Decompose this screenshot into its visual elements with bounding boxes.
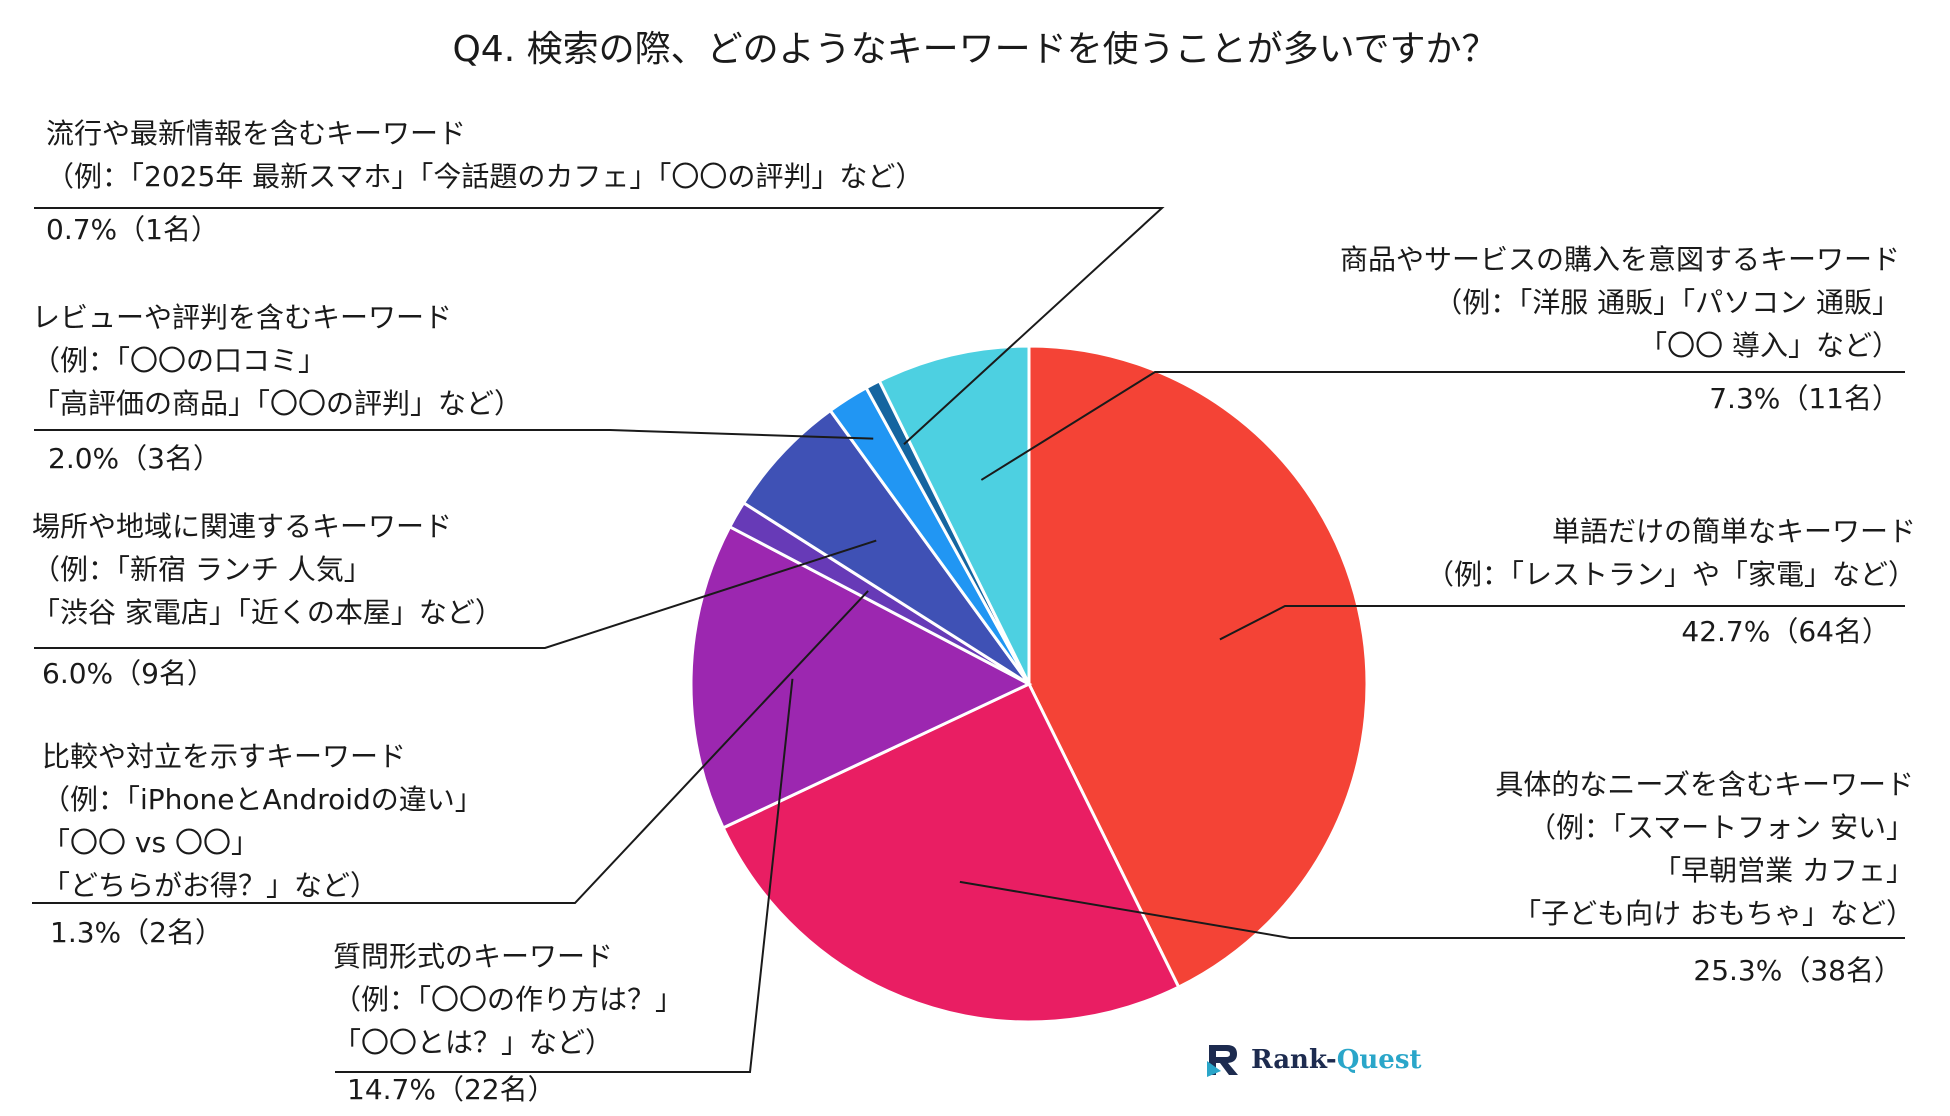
leader-line-1 — [959, 880, 1905, 939]
label-specific-needs-title: 具体的なニーズを含むキーワード — [1495, 768, 1914, 801]
label-specific-needs-example2: 「早朝営業 カフェ」 — [1653, 854, 1914, 887]
leader-line-2 — [335, 678, 794, 1073]
rank-quest-logo-text: Rank-Quest — [1251, 1045, 1422, 1075]
leader-lines — [32, 207, 1905, 1073]
leader-line-5 — [34, 429, 874, 440]
label-comparison-title: 比較や対立を示すキーワード — [42, 740, 407, 773]
label-review-value: 2.0%（3名） — [48, 442, 221, 475]
rank-quest-logo: Rank-Quest — [1205, 1040, 1421, 1080]
label-simple-keyword-title: 単語だけの簡単なキーワード — [1551, 515, 1916, 548]
label-comparison-example3: 「どちらがお得？」など） — [42, 869, 379, 902]
label-purchase-intent-title: 商品やサービスの購入を意図するキーワード — [1339, 243, 1900, 276]
label-specific-needs-value: 25.3%（38名） — [1693, 954, 1902, 987]
label-trend-value: 0.7%（1名） — [46, 213, 219, 246]
label-comparison-value: 1.3%（2名） — [50, 916, 223, 949]
pie-slice-4 — [741, 408, 1031, 686]
label-simple-keyword-value: 42.7%（64名） — [1681, 615, 1890, 648]
label-review-title: レビューや評判を含むキーワード — [32, 301, 453, 334]
label-purchase-intent-value: 7.3%（11名） — [1709, 382, 1900, 415]
leader-line-3 — [32, 590, 869, 904]
label-simple-keyword-example: （例：「レストラン」や「家電」など） — [1425, 558, 1916, 591]
label-question-form: 質問形式のキーワード （例：「〇〇の作り方は？」 「〇〇とは？」など） 14.7… — [333, 935, 683, 1111]
label-trend: 流行や最新情報を含むキーワード （例：「2025年 最新スマホ」「今話題のカフェ… — [46, 112, 923, 251]
pie-slice-7 — [877, 344, 1031, 685]
label-purchase-intent-example1: （例：「洋服 通販」「パソコン 通販」 — [1434, 286, 1900, 319]
label-location-example1: （例：「新宿 ランチ 人気」 — [32, 553, 372, 586]
label-specific-needs-example1: （例：「スマートフォン 安い」 — [1527, 811, 1914, 844]
leader-line-6 — [34, 207, 1165, 445]
leader-line-4 — [34, 539, 877, 649]
pie-slices — [689, 344, 1369, 1024]
label-location-title: 場所や地域に関連するキーワード — [32, 510, 453, 543]
label-review-example1: （例：「〇〇の口コミ」 — [32, 344, 327, 377]
pie-slice-2 — [689, 524, 1033, 830]
label-simple-keyword: 単語だけの簡単なキーワード （例：「レストラン」や「家電」など） 42.7%（6… — [1426, 510, 1916, 653]
label-question-form-title: 質問形式のキーワード — [333, 940, 614, 973]
label-location-value: 6.0%（9名） — [42, 657, 215, 690]
label-review-example2: 「高評価の商品」「〇〇の評判」など） — [32, 387, 523, 420]
label-question-form-value: 14.7%（22名） — [347, 1073, 556, 1106]
rank-quest-logo-icon — [1207, 1045, 1238, 1077]
label-comparison-example1: （例：「iPhoneとAndroidの違い」 — [42, 783, 483, 816]
leader-line-0 — [1219, 605, 1905, 641]
label-trend-title: 流行や最新情報を含むキーワード — [46, 117, 467, 150]
label-purchase-intent: 商品やサービスの購入を意図するキーワード （例：「洋服 通販」「パソコン 通販」… — [1340, 238, 1900, 420]
label-location: 場所や地域に関連するキーワード （例：「新宿 ランチ 人気」 「渋谷 家電店」「… — [32, 505, 503, 695]
label-comparison-example2: 「〇〇 vs 〇〇」 — [42, 826, 259, 859]
label-specific-needs: 具体的なニーズを含むキーワード （例：「スマートフォン 安い」 「早朝営業 カフ… — [1495, 763, 1914, 992]
label-specific-needs-example3: 「子ども向け おもちゃ」など） — [1513, 897, 1914, 930]
label-comparison: 比較や対立を示すキーワード （例：「iPhoneとAndroidの違い」 「〇〇… — [42, 735, 483, 954]
label-question-form-example1: （例：「〇〇の作り方は？」 — [333, 983, 684, 1016]
chart-title: Q4. 検索の際、どのようなキーワードを使うことが多いですか？ — [452, 29, 1498, 70]
pie-slice-1 — [721, 682, 1181, 1024]
label-location-example2: 「渋谷 家電店」「近くの本屋」など） — [32, 596, 503, 629]
label-review: レビューや評判を含むキーワード （例：「〇〇の口コミ」 「高評価の商品」「〇〇の… — [32, 296, 522, 480]
label-question-form-example2: 「〇〇とは？」など） — [333, 1026, 614, 1059]
label-purchase-intent-example2: 「〇〇 導入」など） — [1639, 329, 1900, 362]
label-trend-example: （例：「2025年 最新スマホ」「今話題のカフェ」「〇〇の評判」など） — [46, 160, 924, 193]
leader-line-7 — [980, 371, 1905, 481]
